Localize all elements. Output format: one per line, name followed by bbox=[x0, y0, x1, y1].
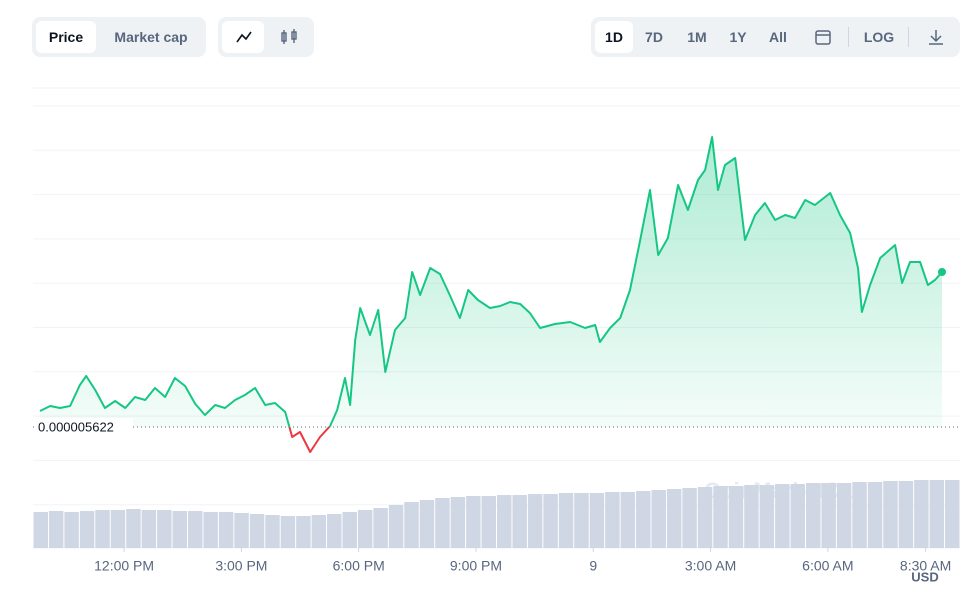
volume-bar bbox=[466, 496, 481, 548]
range[interactable]: All bbox=[769, 29, 787, 45]
volume-bar bbox=[527, 494, 543, 548]
volume-bar bbox=[775, 484, 790, 548]
x-tick-label: 6:00 PM bbox=[333, 558, 385, 574]
log-toggle[interactable]: LOG bbox=[863, 29, 895, 45]
volume-bar bbox=[883, 481, 898, 548]
volume-bar bbox=[806, 483, 821, 548]
x-tick-label: 3:00 AM bbox=[685, 558, 736, 574]
volume-bar bbox=[605, 492, 620, 548]
volume-bar bbox=[234, 513, 249, 548]
volume-bar bbox=[728, 486, 744, 548]
volume-bar bbox=[64, 512, 79, 548]
volume-bar bbox=[790, 484, 805, 548]
divider bbox=[908, 27, 909, 47]
volume-bar bbox=[218, 512, 234, 548]
volume-bar bbox=[249, 514, 265, 548]
volume-bar bbox=[404, 502, 419, 548]
volume-bar bbox=[435, 498, 450, 548]
volume-bar bbox=[188, 511, 203, 548]
volume-bar bbox=[713, 486, 728, 548]
volume-bar bbox=[945, 480, 960, 548]
volume-bar bbox=[203, 512, 218, 548]
volume-bar bbox=[110, 510, 126, 548]
reference-label: 0.000005622 bbox=[38, 419, 114, 434]
volume-bar bbox=[357, 510, 373, 548]
volume-bar bbox=[265, 515, 280, 548]
tab[interactable]: Price bbox=[36, 21, 96, 53]
volume-bar bbox=[589, 493, 605, 548]
volume-bar bbox=[481, 496, 496, 548]
range[interactable]: 1M bbox=[687, 29, 707, 45]
volume-bar bbox=[898, 481, 914, 548]
currency-label: USD bbox=[911, 569, 938, 584]
volume-bar bbox=[682, 488, 697, 548]
volume-bar bbox=[744, 485, 759, 548]
last-point bbox=[938, 268, 947, 276]
volume-bar bbox=[636, 491, 651, 548]
reference-label-bg bbox=[35, 418, 133, 436]
volume-bar bbox=[759, 485, 775, 548]
line-icon[interactable] bbox=[222, 21, 264, 53]
volume-bar bbox=[48, 511, 64, 548]
volume-bar bbox=[697, 487, 713, 548]
x-tick-label: 8:30 AM bbox=[900, 558, 951, 574]
volume-bar bbox=[651, 490, 666, 548]
download-icon[interactable] bbox=[918, 21, 954, 53]
volume-bar bbox=[388, 505, 404, 548]
x-tick-label: 3:00 PM bbox=[215, 558, 267, 574]
volume-bar bbox=[574, 493, 589, 548]
volume-bar bbox=[373, 508, 388, 548]
calendar-icon[interactable] bbox=[805, 21, 841, 53]
volume-bar bbox=[172, 511, 187, 548]
x-tick-label: 9 bbox=[589, 558, 597, 574]
chart-type-group bbox=[218, 17, 314, 57]
range[interactable]: 1Y bbox=[729, 29, 747, 45]
range-group: 1D 7D 1M 1Y All LOG bbox=[591, 17, 960, 57]
volume-bar bbox=[79, 511, 95, 548]
volume-bar bbox=[543, 494, 558, 548]
volume-bar bbox=[497, 495, 512, 548]
volume-bar bbox=[867, 482, 883, 548]
x-tick-label: 9:00 PM bbox=[450, 558, 502, 574]
volume-bar bbox=[450, 497, 466, 548]
volume-bar bbox=[126, 509, 141, 548]
volume-bar bbox=[836, 483, 852, 548]
volume-bar bbox=[419, 500, 435, 548]
x-tick-label: 6:00 AM bbox=[802, 558, 853, 574]
volume-bar bbox=[95, 510, 110, 548]
volume-bar bbox=[821, 483, 836, 548]
volume-bar bbox=[620, 492, 636, 548]
volume-bar bbox=[141, 510, 157, 548]
volume-bar bbox=[296, 516, 311, 548]
candle-icon[interactable] bbox=[268, 21, 310, 53]
price-line bbox=[39, 136, 943, 427]
x-tick-label: 12:00 PM bbox=[94, 558, 154, 574]
volume-bar bbox=[852, 482, 867, 548]
volume-bar bbox=[914, 480, 929, 548]
volume-bar bbox=[33, 512, 48, 548]
volume-bar bbox=[929, 480, 945, 548]
volume-bar bbox=[512, 495, 527, 548]
divider bbox=[848, 27, 849, 47]
volume-bar bbox=[311, 515, 327, 548]
area-fill bbox=[40, 137, 942, 427]
tab[interactable]: Market cap bbox=[114, 29, 188, 45]
volume-bar bbox=[666, 489, 682, 548]
tab-group: Price Market cap bbox=[32, 17, 206, 57]
range[interactable]: 7D bbox=[645, 29, 663, 45]
volume-bar bbox=[157, 510, 172, 548]
volume-bar bbox=[280, 516, 296, 548]
volume-bar bbox=[327, 514, 342, 548]
range[interactable]: 1D bbox=[595, 21, 633, 53]
volume-bar bbox=[558, 493, 574, 548]
volume-bar bbox=[342, 512, 357, 548]
